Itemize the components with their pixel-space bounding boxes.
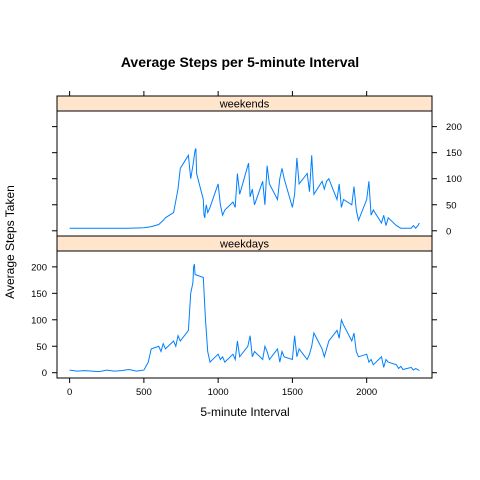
panels-group: weekends 0 50 100 150 200 weekdays 0 50 100 150 200…	[31, 91, 462, 398]
panel-frame-weekdays	[56, 250, 433, 379]
x-tick-label: 1000	[208, 387, 229, 398]
y-tick-label-weekdays: 50	[36, 342, 47, 353]
strip-label-weekends: weekends	[219, 99, 270, 111]
y-tick-label-weekdays: 100	[31, 315, 47, 326]
y-axis-label: Average Steps Taken	[3, 185, 17, 299]
x-tick-label: 2000	[356, 387, 377, 398]
y-tick-label-weekends: 200	[446, 122, 462, 133]
y-tick-label-weekends: 50	[446, 200, 457, 211]
chart-title: Average Steps per 5-minute Interval	[121, 54, 359, 70]
x-axis-label: 5-minute Interval	[200, 405, 289, 419]
y-tick-label-weekends: 150	[446, 148, 462, 159]
series-line-weekends	[69, 148, 420, 229]
y-tick-label-weekends: 0	[446, 226, 451, 237]
x-tick-label: 500	[136, 387, 152, 398]
x-tick-label: 0	[67, 387, 72, 398]
series-line-weekdays	[69, 264, 420, 373]
panel-frame-weekends	[56, 110, 433, 237]
x-tick-label: 1500	[282, 387, 303, 398]
y-tick-label-weekdays: 200	[31, 262, 47, 273]
strip-label-weekdays: weekdays	[219, 239, 269, 251]
y-tick-label-weekdays: 150	[31, 289, 47, 300]
y-tick-label-weekdays: 0	[42, 368, 47, 379]
y-tick-label-weekends: 100	[446, 174, 462, 185]
